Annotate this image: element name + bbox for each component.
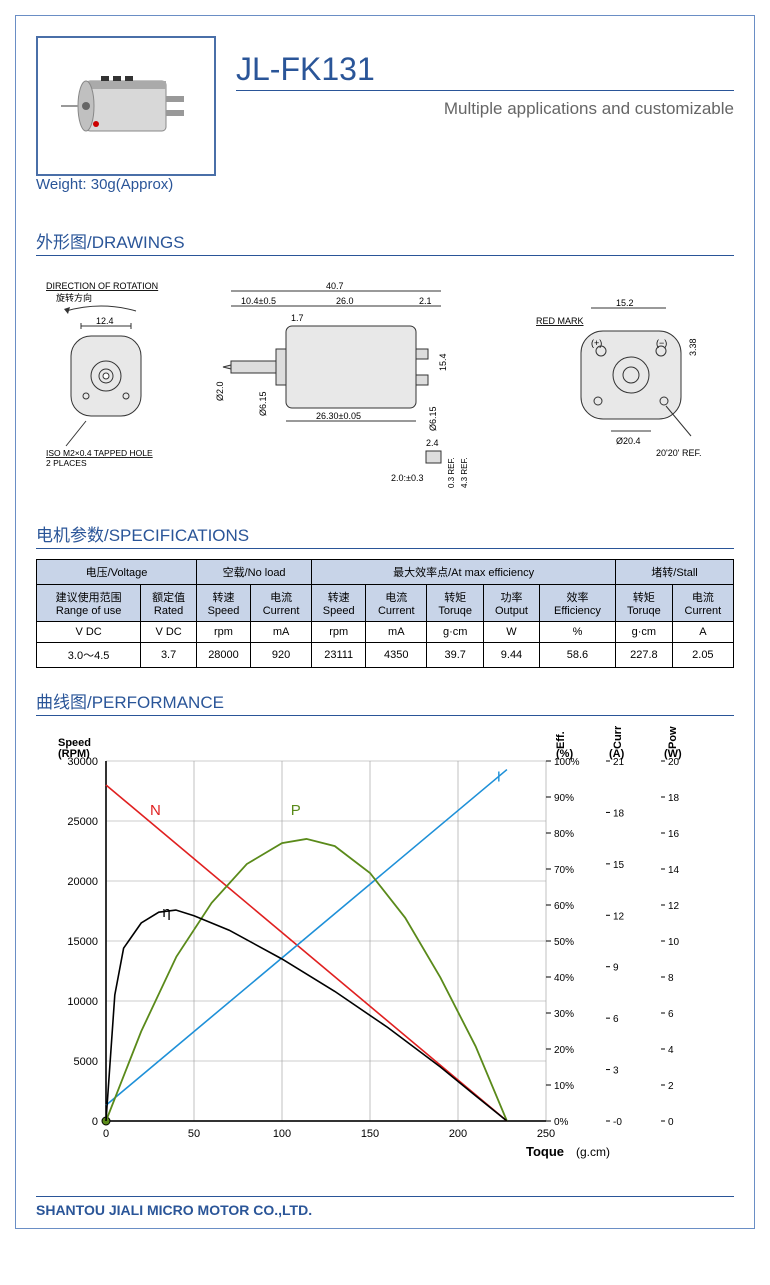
svg-text:5000: 5000: [74, 1056, 98, 1068]
svg-text:Ø20.4: Ø20.4: [616, 436, 641, 446]
svg-text:10.4±0.5: 10.4±0.5: [241, 296, 276, 306]
svg-text:30%: 30%: [554, 1009, 574, 1020]
svg-text:9: 9: [613, 963, 619, 974]
drawings-area: DIRECTION OF ROTATION 旋转方向 12.4 ISO M2×0…: [36, 266, 734, 506]
svg-text:50%: 50%: [554, 937, 574, 948]
svg-text:25000: 25000: [67, 816, 98, 828]
svg-text:0.3 REF.: 0.3 REF.: [447, 457, 456, 488]
svg-text:150: 150: [361, 1128, 379, 1140]
svg-text:Current: Current: [612, 726, 624, 749]
svg-text:RED MARK: RED MARK: [536, 316, 584, 326]
section-performance: 曲线图/PERFORMANCE: [36, 688, 734, 716]
weight-label: Weight: 30g(Approx): [36, 176, 216, 193]
spec-table: 电压/Voltage 空载/No load 最大效率点/At max effic…: [36, 559, 734, 668]
svg-text:0: 0: [103, 1128, 109, 1140]
svg-text:(RPM): (RPM): [58, 748, 90, 760]
svg-text:18: 18: [613, 808, 625, 819]
svg-text:Toque: Toque: [526, 1144, 564, 1159]
svg-text:60%: 60%: [554, 901, 574, 912]
svg-text:12: 12: [613, 911, 625, 922]
svg-text:6: 6: [668, 1009, 674, 1020]
svg-text:12: 12: [668, 901, 680, 912]
svg-text:40%: 40%: [554, 973, 574, 984]
svg-text:0: 0: [92, 1116, 98, 1128]
svg-text:Power: Power: [667, 726, 679, 749]
svg-text:8: 8: [668, 973, 674, 984]
svg-text:40.7: 40.7: [326, 281, 344, 291]
rotation-label: DIRECTION OF ROTATION: [46, 281, 158, 291]
section-specs: 电机参数/SPECIFICATIONS: [36, 521, 734, 549]
svg-text:(g.cm): (g.cm): [576, 1145, 610, 1159]
svg-text:15: 15: [613, 860, 625, 871]
svg-text:N: N: [150, 802, 161, 819]
svg-text:14: 14: [668, 865, 680, 876]
svg-text:4: 4: [668, 1045, 674, 1056]
svg-text:90%: 90%: [554, 793, 574, 804]
svg-text:Ø6.15: Ø6.15: [258, 391, 268, 416]
svg-text:18: 18: [668, 793, 680, 804]
svg-text:20'20' REF.: 20'20' REF.: [656, 448, 701, 458]
svg-text:70%: 70%: [554, 865, 574, 876]
svg-text:η: η: [162, 904, 170, 921]
svg-text:3.38: 3.38: [688, 338, 698, 356]
svg-text:26.30±0.05: 26.30±0.05: [316, 411, 361, 421]
product-title: JL-FK131: [236, 51, 734, 91]
svg-text:10%: 10%: [554, 1081, 574, 1092]
svg-text:50: 50: [188, 1128, 200, 1140]
svg-text:200: 200: [449, 1128, 467, 1140]
svg-text:P: P: [291, 802, 301, 819]
svg-text:15.4: 15.4: [438, 353, 448, 371]
svg-text:80%: 80%: [554, 829, 574, 840]
svg-text:2.1: 2.1: [419, 296, 432, 306]
svg-text:4.3 REF.: 4.3 REF.: [460, 457, 469, 488]
svg-text:250: 250: [537, 1128, 555, 1140]
svg-text:26.0: 26.0: [336, 296, 354, 306]
svg-text:100: 100: [273, 1128, 291, 1140]
svg-text:20000: 20000: [67, 876, 98, 888]
svg-text:ISO M2×0.4 TAPPED HOLE: ISO M2×0.4 TAPPED HOLE: [46, 448, 153, 458]
svg-text:16: 16: [668, 829, 680, 840]
svg-text:I: I: [497, 768, 501, 785]
svg-text:10000: 10000: [67, 996, 98, 1008]
svg-text:2.4: 2.4: [426, 438, 439, 448]
svg-text:15000: 15000: [67, 936, 98, 948]
section-drawings: 外形图/DRAWINGS: [36, 228, 734, 256]
svg-text:Ø6.15: Ø6.15: [428, 406, 438, 431]
product-subtitle: Multiple applications and customizable: [236, 99, 734, 119]
performance-chart: 0501001502002500500010000150002000025000…: [41, 726, 729, 1176]
svg-text:10: 10: [668, 937, 680, 948]
svg-text:2 PLACES: 2 PLACES: [46, 458, 87, 468]
svg-text:Eff.: Eff.: [555, 731, 567, 749]
footer-company: SHANTOU JIALI MICRO MOTOR CO.,LTD.: [36, 1196, 734, 1218]
svg-text:Ø2.0: Ø2.0: [215, 381, 225, 401]
product-image: [36, 36, 216, 176]
svg-text:(A): (A): [609, 748, 625, 760]
svg-text:0: 0: [668, 1117, 674, 1128]
svg-text:(W): (W): [664, 748, 682, 760]
svg-text:12.4: 12.4: [96, 316, 114, 326]
svg-text:15.2: 15.2: [616, 298, 634, 308]
svg-text:1.7: 1.7: [291, 313, 304, 323]
svg-text:(%): (%): [556, 748, 573, 760]
svg-text:6: 6: [613, 1014, 619, 1025]
svg-text:2.0:±0.3: 2.0:±0.3: [391, 473, 423, 483]
svg-text:-0: -0: [613, 1117, 622, 1128]
svg-text:0%: 0%: [554, 1117, 569, 1128]
svg-text:旋转方向: 旋转方向: [56, 292, 92, 303]
svg-text:3: 3: [613, 1066, 619, 1077]
svg-text:2: 2: [668, 1081, 674, 1092]
svg-text:20%: 20%: [554, 1045, 574, 1056]
